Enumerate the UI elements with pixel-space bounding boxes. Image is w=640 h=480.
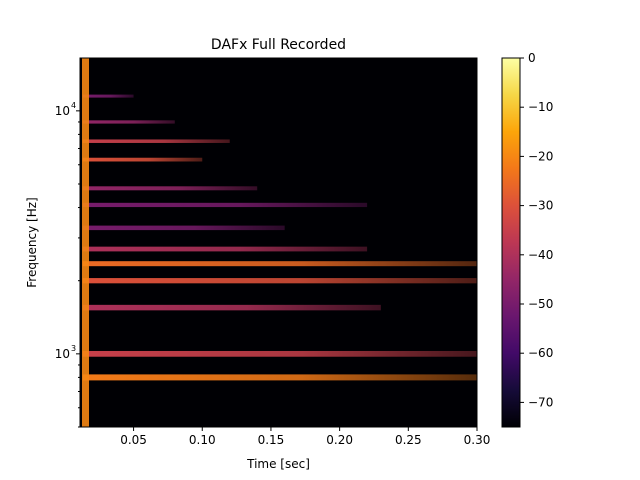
harmonic-band <box>82 374 477 381</box>
colorbar-tick-label: 0 <box>528 51 536 65</box>
x-tick-label: 0.05 <box>120 433 147 447</box>
plot-background <box>80 58 477 427</box>
y-axis-label: Frequency [Hz] <box>25 197 39 288</box>
colorbar-tick-label: −50 <box>528 297 553 311</box>
colorbar-gradient <box>501 57 521 428</box>
harmonic-band <box>82 120 175 124</box>
colorbar-tick-label: −40 <box>528 248 553 262</box>
harmonic-bands <box>82 58 477 427</box>
colorbar-ticks: 0 −10 −20 −30 −40 −50 −60 −70 <box>520 51 553 409</box>
colorbar-tick-label: −30 <box>528 199 553 213</box>
colorbar-tick-label: −10 <box>528 100 553 114</box>
x-tick-label: 0.25 <box>395 433 422 447</box>
harmonic-band <box>82 94 134 98</box>
colorbar: 0 −10 −20 −30 −40 −50 −60 −70 <box>501 51 553 428</box>
y-tick-exponent: 4 <box>71 101 76 110</box>
colorbar-tick-label: −70 <box>528 395 553 409</box>
harmonic-band <box>82 261 477 267</box>
x-tick-label: 0.30 <box>464 433 491 447</box>
plot-area <box>79 57 478 428</box>
harmonic-band <box>82 278 477 284</box>
x-axis-label: Time [sec] <box>246 457 310 471</box>
x-tick-label: 0.10 <box>189 433 216 447</box>
harmonic-band <box>82 186 258 191</box>
onset-transient <box>82 58 89 427</box>
harmonic-band <box>82 246 368 252</box>
x-tick-label: 0.20 <box>326 433 353 447</box>
chart-title: DAFx Full Recorded <box>211 37 346 53</box>
x-tick-label: 0.15 <box>258 433 285 447</box>
harmonic-band <box>82 157 203 162</box>
colorbar-tick-label: −60 <box>528 346 553 360</box>
x-axis: 0.05 0.10 0.15 0.20 0.25 0.30 <box>120 427 490 447</box>
harmonic-band <box>82 139 230 143</box>
colorbar-tick-label: −20 <box>528 149 553 163</box>
harmonic-band <box>82 202 368 208</box>
y-tick-label: 10 <box>55 104 70 118</box>
harmonic-band <box>82 304 381 311</box>
harmonic-band <box>82 225 285 231</box>
y-tick-exponent: 3 <box>71 344 76 353</box>
harmonic-band <box>82 350 477 357</box>
y-tick-label: 10 <box>55 347 70 361</box>
plot-frame <box>79 57 478 428</box>
